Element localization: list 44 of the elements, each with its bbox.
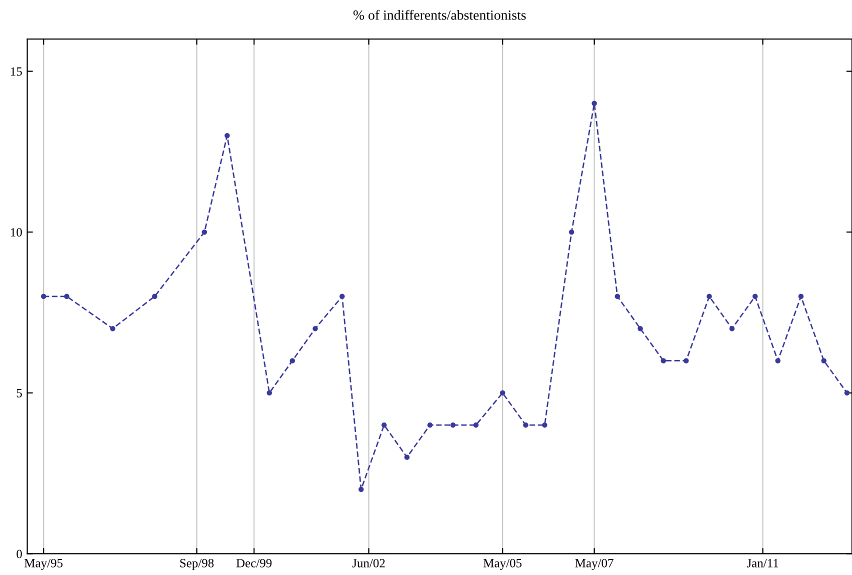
point: [660, 358, 666, 364]
point: [568, 229, 574, 235]
y-tick-label: 10: [11, 228, 22, 237]
point: [450, 422, 456, 428]
x-tick-label: May/07: [575, 558, 614, 570]
point: [614, 294, 620, 300]
point: [775, 358, 781, 364]
y-tick-label: 0: [16, 550, 22, 558]
point: [473, 422, 479, 428]
point: [542, 422, 548, 428]
point: [729, 326, 735, 332]
x-tick-label: Dec/99: [236, 558, 272, 568]
x-tick-label: Jun/02: [352, 558, 385, 568]
point: [404, 454, 410, 460]
point: [64, 294, 70, 300]
point: [290, 358, 296, 364]
point: [844, 390, 850, 396]
y-tick-label: 5: [16, 389, 22, 398]
point: [523, 422, 528, 428]
point: [266, 390, 272, 396]
point: [752, 294, 758, 300]
x-tick-label: Jan/11: [746, 559, 778, 568]
point: [358, 486, 364, 492]
y-tick-label: 15: [11, 67, 22, 76]
point: [684, 358, 689, 364]
point: [500, 390, 506, 396]
x-tick-label: May/95: [24, 558, 63, 570]
point: [312, 326, 318, 332]
point: [381, 422, 387, 428]
point: [638, 326, 643, 332]
point: [40, 294, 46, 300]
point: [202, 229, 208, 235]
point: [798, 294, 804, 300]
point: [706, 294, 712, 300]
point: [224, 132, 230, 138]
x-tick-label: Sep/98: [180, 558, 214, 570]
point: [821, 358, 826, 364]
point: [592, 100, 597, 106]
point: [339, 294, 345, 300]
point: [152, 294, 158, 300]
x-tick-label: May/05: [483, 558, 522, 570]
point: [427, 422, 433, 428]
chart-title: % of indifferents/abstentionists: [353, 10, 526, 20]
point: [110, 326, 116, 332]
